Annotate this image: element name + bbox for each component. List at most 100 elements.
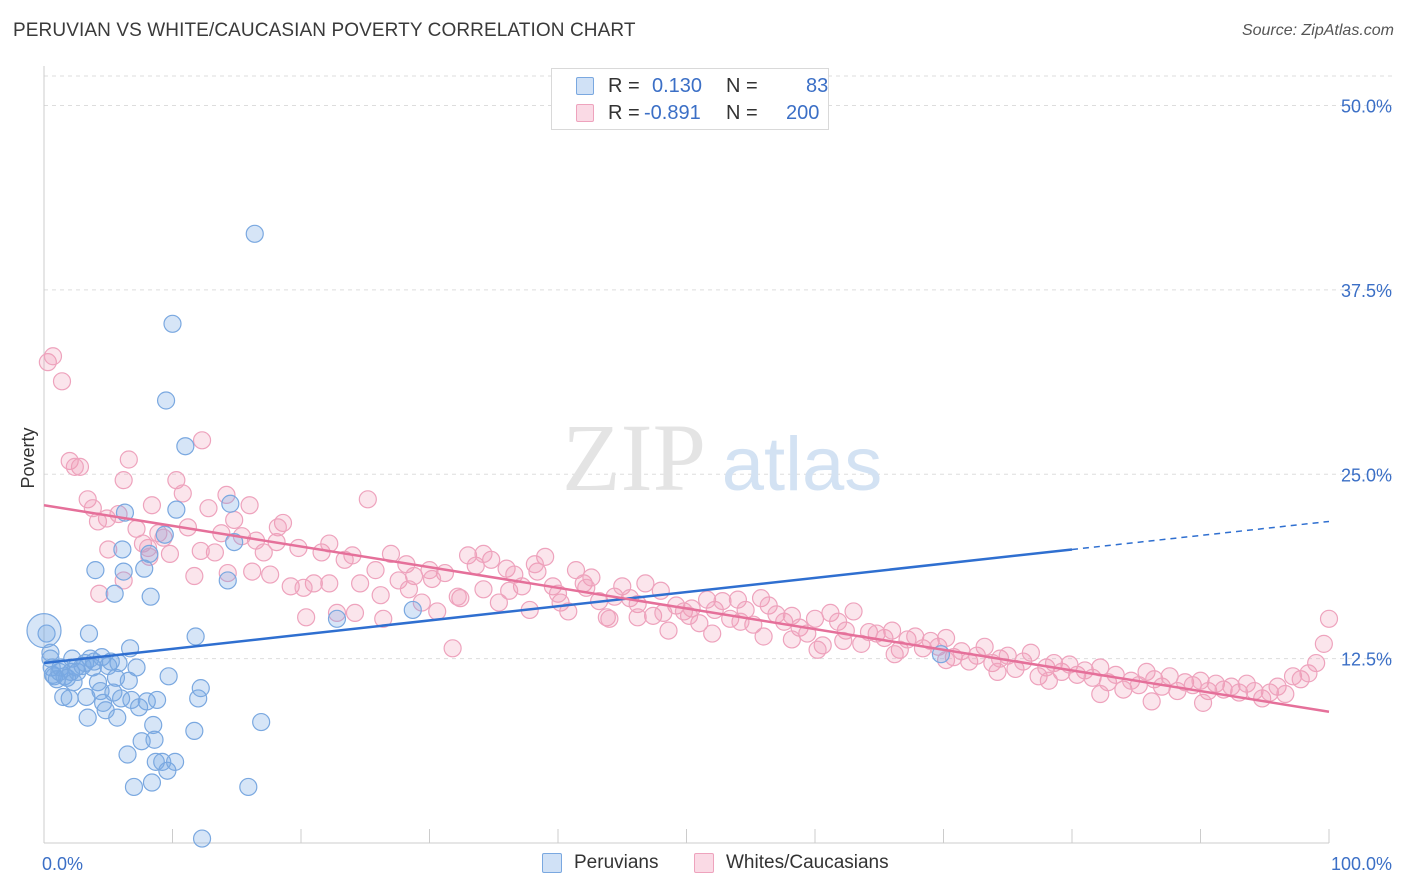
data-point-whites-caucasians — [99, 540, 118, 559]
data-point-peruvian — [239, 777, 258, 797]
data-point-peruvian — [118, 745, 137, 764]
data-point-peruvian — [191, 679, 210, 698]
data-point-whites-caucasians — [643, 606, 663, 625]
data-point-whites-caucasians — [525, 555, 544, 574]
data-point-whites-caucasians — [559, 602, 578, 621]
data-point-whites-caucasians — [659, 621, 678, 640]
data-point-whites-caucasians — [1307, 653, 1326, 673]
data-point-peruvian — [155, 525, 174, 544]
data-point-whites-caucasians — [119, 450, 138, 469]
data-point-peruvian — [186, 627, 205, 646]
data-point-whites-caucasians — [218, 563, 237, 583]
legend-swatch-blue — [542, 853, 562, 873]
data-point-whites-caucasians — [65, 457, 84, 476]
data-point-whites-caucasians — [43, 347, 63, 366]
data-point-peruvian — [225, 532, 244, 552]
data-point-peruvian — [113, 540, 132, 559]
legend-r-value: 0.130 — [652, 75, 703, 97]
data-point-whites-caucasians — [371, 586, 390, 605]
data-point-whites-caucasians — [936, 628, 956, 648]
data-point-peruvian — [145, 730, 164, 749]
data-point-whites-caucasians — [191, 541, 210, 561]
data-point-peruvian — [176, 437, 195, 456]
data-point-whites-caucasians — [225, 510, 244, 530]
y-tick-label: 12.5% — [1341, 650, 1392, 670]
legend-label: Whites/Caucasians — [726, 852, 889, 873]
data-point-whites-caucasians — [70, 457, 90, 476]
data-point-peruvian — [189, 689, 208, 708]
data-point-whites-caucasians — [192, 431, 212, 450]
data-point-whites-caucasians — [703, 624, 722, 643]
x-tick-label-max: 100.0% — [1331, 854, 1392, 874]
data-point-whites-caucasians — [805, 609, 825, 628]
trend-lines — [43, 503, 1330, 713]
data-point-peruvian — [64, 673, 83, 692]
data-point-whites-caucasians — [754, 627, 773, 646]
data-point-peruvian — [252, 712, 271, 732]
legend-r-label: R = — [608, 75, 640, 97]
data-point-peruvian — [140, 544, 159, 564]
chart-title: PERUVIAN VS WHITE/CAUCASIAN POVERTY CORR… — [13, 20, 636, 41]
data-point-whites-caucasians — [254, 543, 273, 562]
data-point-whites-caucasians — [428, 602, 447, 621]
data-point-whites-caucasians — [358, 490, 377, 509]
tick-labels: 12.5% 25.0% 37.5% 50.0% 0.0% 100.0% — [42, 97, 1392, 875]
data-point-whites-caucasians — [713, 591, 732, 611]
data-point-whites-caucasians — [320, 574, 339, 593]
legend-r-label: R = — [608, 102, 640, 124]
data-point-peruvian — [159, 667, 178, 686]
legend-swatch-pink — [694, 853, 714, 873]
data-point-whites-caucasians — [327, 603, 347, 623]
data-point-whites-caucasians — [690, 614, 709, 633]
data-point-peruvian — [185, 721, 204, 741]
data-point-whites-caucasians — [399, 580, 419, 599]
data-point-peruvian — [78, 708, 97, 727]
data-point-whites-caucasians — [751, 589, 771, 608]
data-point-whites-caucasians — [185, 566, 204, 586]
data-point-whites-caucasians — [1314, 634, 1333, 653]
y-axis-label: Poverty — [18, 427, 38, 488]
data-point-peruvian — [403, 600, 422, 620]
data-point-whites-caucasians — [60, 451, 79, 471]
y-tick-label: 37.5% — [1341, 281, 1392, 301]
data-point-peruvian — [124, 777, 144, 797]
data-point-whites-caucasians — [500, 581, 519, 600]
data-point-whites-caucasians — [366, 561, 385, 580]
data-point-whites-caucasians — [882, 621, 902, 640]
data-point-peruvian — [245, 224, 264, 243]
legend-n-value: 200 — [786, 102, 820, 124]
data-point-whites-caucasians — [78, 490, 97, 509]
data-point-peruvian — [86, 561, 105, 580]
data-point-peruvian — [79, 624, 99, 643]
data-point-whites-caucasians — [304, 574, 323, 593]
data-point-peruvian — [105, 584, 124, 603]
data-point-whites-caucasians — [374, 609, 393, 628]
trend-line-peruvians-extrapolated — [1071, 520, 1330, 551]
data-point-peruvian — [192, 829, 212, 848]
data-point-peruvian — [60, 689, 79, 708]
watermark-zip: ZIP — [562, 404, 706, 511]
data-point-peruvian-large — [26, 612, 62, 649]
data-point-whites-caucasians — [600, 609, 619, 628]
data-point-whites-caucasians — [536, 547, 555, 566]
legend-label: Peruvians — [574, 852, 659, 873]
data-point-whites-caucasians — [1276, 684, 1295, 704]
data-point-whites-caucasians — [474, 580, 493, 599]
y-tick-label: 50.0% — [1341, 97, 1392, 117]
data-point-whites-caucasians — [1319, 609, 1339, 628]
data-point-peruvian — [147, 690, 167, 710]
data-point-whites-caucasians — [885, 645, 904, 664]
watermark-atlas: atlas — [722, 422, 883, 507]
data-point-whites-caucasians — [1237, 674, 1256, 693]
legend-swatch-pink — [576, 104, 594, 122]
data-point-whites-caucasians — [448, 587, 467, 606]
correlation-legend: R = 0.130 N = 83 R = -0.891 N = 200 — [551, 68, 829, 130]
data-point-whites-caucasians — [173, 484, 192, 503]
data-point-peruvian — [54, 687, 73, 707]
data-point-whites-caucasians — [1091, 684, 1110, 704]
data-point-whites-caucasians — [582, 568, 601, 587]
data-point-whites-caucasians — [90, 584, 109, 603]
data-point-whites-caucasians — [1268, 677, 1287, 696]
data-point-whites-caucasians — [268, 518, 287, 537]
data-point-whites-caucasians — [351, 574, 370, 593]
